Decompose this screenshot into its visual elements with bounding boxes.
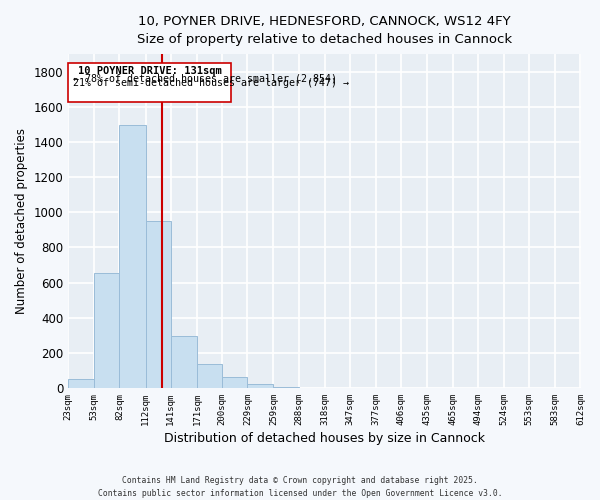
X-axis label: Distribution of detached houses by size in Cannock: Distribution of detached houses by size … bbox=[164, 432, 485, 445]
Bar bbox=[94, 273, 119, 388]
Bar bbox=[146, 221, 171, 388]
Bar bbox=[247, 384, 274, 388]
Y-axis label: Number of detached properties: Number of detached properties bbox=[15, 128, 28, 314]
Bar bbox=[171, 336, 197, 388]
Title: 10, POYNER DRIVE, HEDNESFORD, CANNOCK, WS12 4FY
Size of property relative to det: 10, POYNER DRIVE, HEDNESFORD, CANNOCK, W… bbox=[137, 15, 512, 46]
Text: Contains HM Land Registry data © Crown copyright and database right 2025.
Contai: Contains HM Land Registry data © Crown c… bbox=[98, 476, 502, 498]
Text: 10 POYNER DRIVE: 131sqm: 10 POYNER DRIVE: 131sqm bbox=[77, 66, 221, 76]
Text: 21% of semi-detached houses are larger (747) →: 21% of semi-detached houses are larger (… bbox=[73, 78, 349, 88]
Bar bbox=[68, 379, 94, 388]
Bar bbox=[222, 376, 247, 388]
FancyBboxPatch shape bbox=[68, 63, 231, 102]
Text: ← 78% of detached houses are smaller (2,854): ← 78% of detached houses are smaller (2,… bbox=[73, 73, 337, 83]
Bar bbox=[119, 126, 146, 388]
Bar bbox=[197, 364, 222, 388]
Bar bbox=[274, 387, 299, 388]
